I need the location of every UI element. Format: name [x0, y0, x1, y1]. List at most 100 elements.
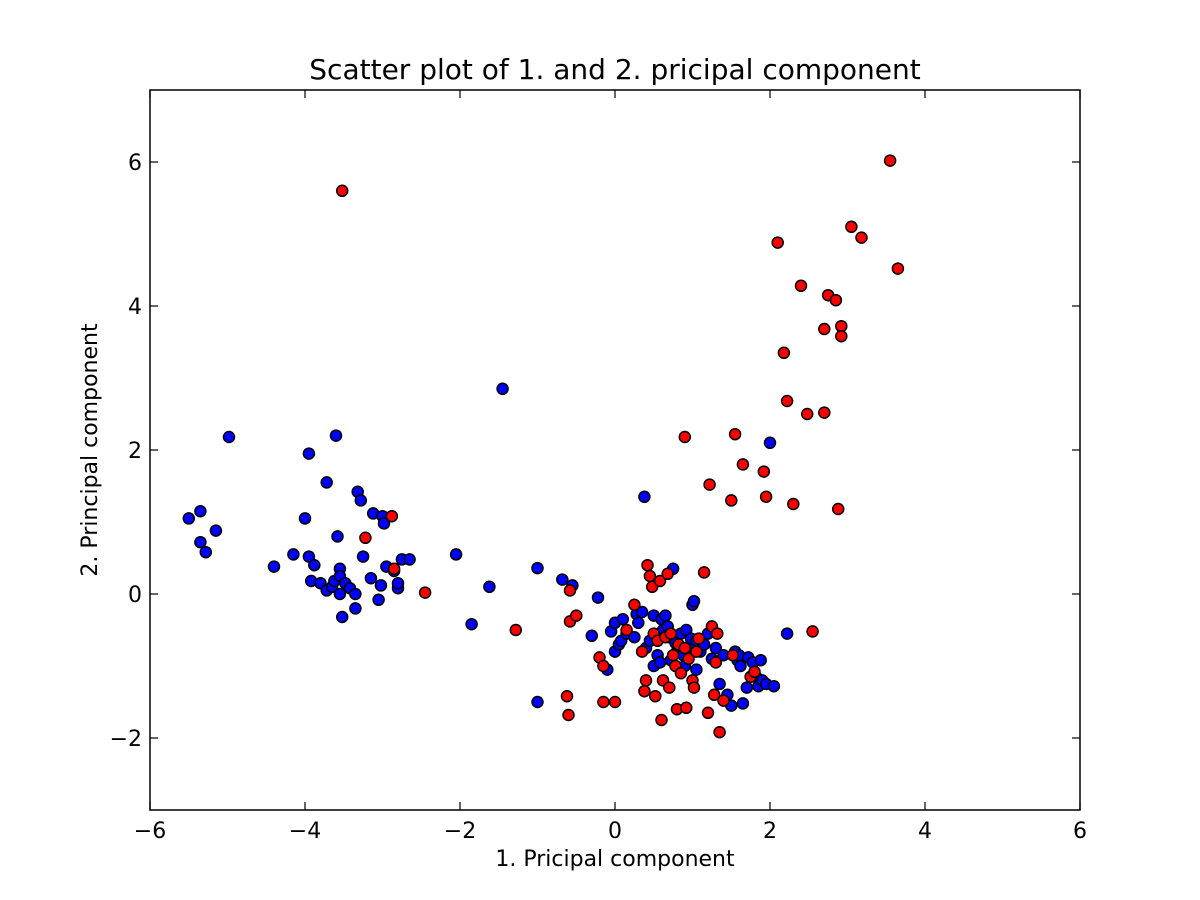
scatter-point — [663, 681, 676, 694]
scatter-point — [780, 627, 794, 640]
scatter-point — [883, 154, 897, 167]
scatter-point — [682, 652, 695, 666]
scatter-point — [818, 406, 831, 419]
scatter-point — [717, 694, 730, 707]
x-tick-label: −4 — [289, 819, 321, 844]
scatter-point — [199, 545, 213, 559]
chart-title: Scatter plot of 1. and 2. pricipal compo… — [309, 53, 920, 86]
scatter-point — [333, 587, 347, 601]
scatter-point — [678, 641, 692, 655]
scatter-point — [591, 591, 605, 604]
scatter-point — [287, 548, 300, 561]
x-tick-label: 2 — [763, 819, 777, 844]
scatter-point — [418, 586, 432, 599]
x-axis-label: 1. Pricipal component — [495, 847, 735, 872]
scatter-point — [763, 436, 777, 450]
scatter-point — [335, 610, 349, 624]
scatter-point — [385, 509, 399, 523]
scatter-point — [726, 648, 740, 662]
scatter-point — [483, 580, 496, 594]
scatter-point — [449, 548, 463, 561]
scatter-point — [725, 494, 738, 507]
scatter-point — [465, 617, 478, 631]
scatter-point — [374, 579, 388, 592]
scatter-point — [182, 512, 196, 525]
scatter-point — [632, 616, 645, 630]
x-tick-label: −2 — [444, 819, 476, 844]
scatter-point — [560, 689, 574, 703]
scatter-point — [759, 490, 773, 504]
scatter-point — [736, 697, 750, 710]
scatter-point — [728, 427, 742, 441]
scatter-point — [787, 497, 800, 511]
scatter-point — [496, 382, 509, 396]
y-tick-label: 6 — [128, 151, 142, 176]
scatter-point — [377, 517, 391, 530]
scatter-point — [349, 602, 362, 615]
scatter-point — [335, 184, 349, 198]
scatter-point — [734, 659, 747, 673]
scatter-point — [713, 677, 726, 691]
scatter-point — [641, 558, 654, 572]
scatter-point — [638, 490, 651, 504]
scatter-point — [531, 695, 544, 709]
scatter-point — [845, 220, 858, 234]
scatter-point — [570, 609, 583, 622]
y-tick-label: 2 — [128, 439, 142, 464]
scatter-point — [509, 623, 523, 637]
scatter-point — [222, 430, 236, 444]
scatter-point — [628, 630, 641, 644]
scatter-point — [267, 560, 281, 573]
scatter-point — [666, 648, 680, 662]
scatter-point — [780, 394, 794, 408]
x-tick-label: 4 — [918, 819, 932, 844]
scatter-point — [638, 684, 651, 698]
scatter-point — [194, 535, 207, 549]
scatter-point — [194, 504, 207, 518]
scatter-point — [748, 665, 761, 679]
scatter-point — [620, 623, 633, 637]
y-tick-label: 0 — [128, 583, 142, 608]
scatter-point — [711, 627, 724, 640]
scatter-point — [391, 576, 405, 590]
scatter-point — [329, 429, 343, 442]
scatter-point — [563, 584, 577, 597]
scatter-point — [556, 573, 569, 586]
scatter-point — [649, 689, 662, 703]
x-tick-label: −6 — [134, 819, 166, 844]
scatter-point — [701, 706, 715, 720]
scatter-point — [777, 346, 791, 360]
axes-layer: −6 −4 −2 0 2 4 6 −2 0 2 4 6 — [110, 89, 1087, 844]
scatter-point — [639, 674, 653, 687]
scatter-point — [616, 612, 630, 626]
scatter-point — [331, 530, 344, 543]
points-layer — [182, 154, 905, 739]
scatter-point — [387, 562, 401, 576]
scatter-point — [767, 679, 781, 693]
scatter-point — [597, 695, 610, 709]
scatter-point — [209, 524, 223, 537]
scatter-point — [690, 663, 703, 676]
scatter-point — [891, 262, 905, 275]
scatter-point — [806, 625, 819, 638]
scatter-point — [585, 629, 599, 643]
scatter-point — [678, 430, 692, 444]
scatter-point — [697, 566, 711, 579]
scatter-point — [709, 656, 723, 669]
scatter-point — [661, 567, 674, 581]
scatter-point — [298, 512, 312, 525]
scatter-point — [302, 447, 316, 460]
scatter-point — [635, 605, 649, 619]
scatter-point — [680, 701, 693, 715]
scatter-point — [835, 329, 848, 343]
scatter-point — [653, 656, 667, 669]
scatter-point — [754, 653, 767, 667]
scatter-point — [308, 558, 321, 572]
scatter-point — [643, 569, 657, 583]
scatter-point — [757, 465, 771, 478]
scatter-point — [794, 279, 808, 293]
scatter-point — [349, 587, 362, 601]
y-tick-label: 4 — [128, 295, 142, 320]
scatter-point — [818, 322, 831, 336]
